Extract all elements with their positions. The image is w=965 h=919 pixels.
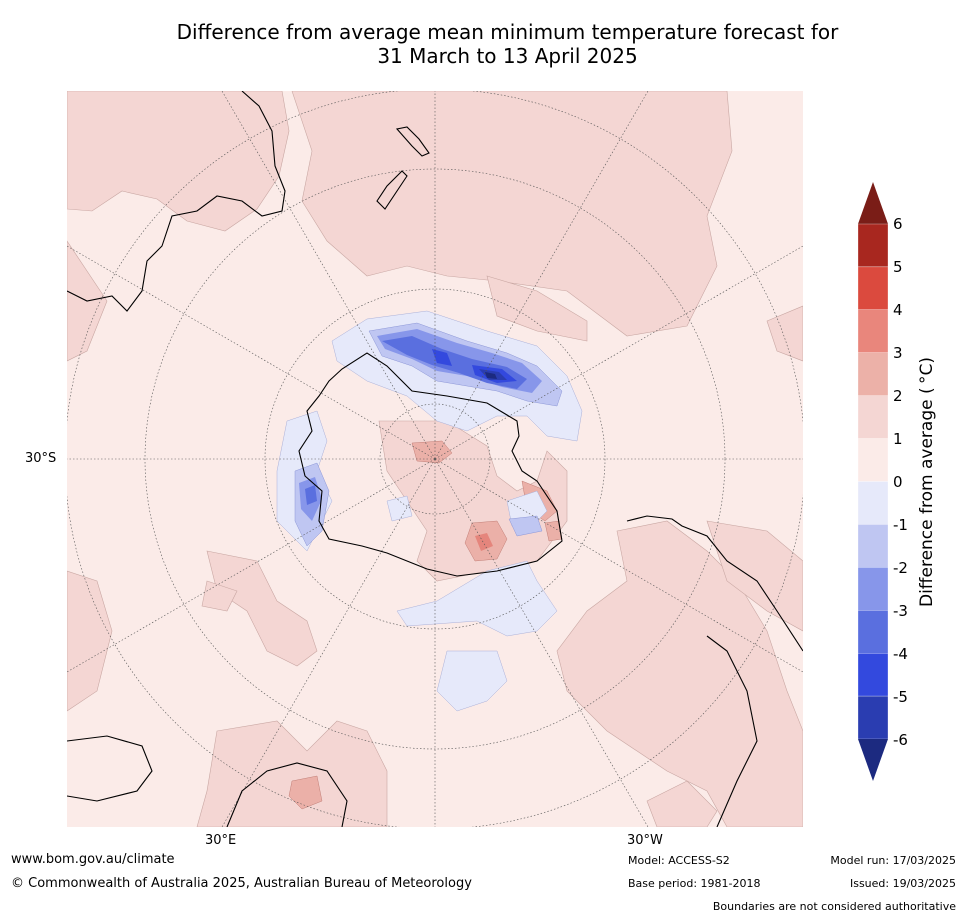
coastlines <box>67 91 803 827</box>
colorbar-tick: 4 <box>893 301 903 319</box>
warm-anomaly-1-2 <box>67 91 803 827</box>
footer-model-run: Model run: 17/03/2025 <box>830 854 956 867</box>
colorbar-tick: 1 <box>893 430 903 448</box>
cool-anomaly-below-m6 <box>485 372 497 379</box>
meridians <box>67 91 803 827</box>
footer-issued: Issued: 19/03/2025 <box>849 877 956 890</box>
footer-disclaimer: Boundaries are not considered authoritat… <box>712 900 956 913</box>
colorbar-title: Difference from average ( °C) <box>917 356 937 608</box>
colorbar-band <box>857 653 889 697</box>
title-line-2: 31 March to 13 April 2025 <box>377 44 638 68</box>
colorbar-band <box>857 223 889 268</box>
colorbar-tick: 5 <box>893 258 903 276</box>
latitude-circles <box>67 91 803 827</box>
footer-copyright: © Commonwealth of Australia 2025, Austra… <box>11 876 472 891</box>
longitude-label-30w: 30°W <box>627 833 663 848</box>
colorbar-tick: -3 <box>893 602 908 620</box>
colorbar-bands <box>857 223 889 740</box>
colorbar-band <box>857 695 889 740</box>
colorbar-tick: -6 <box>893 731 908 749</box>
footer-base-period: Base period: 1981-2018 <box>628 877 761 890</box>
colorbar-bottom-arrow <box>858 739 888 781</box>
colorbar-band <box>857 610 889 654</box>
colorbar-canvas <box>857 182 889 781</box>
colorbar-tick: -2 <box>893 559 908 577</box>
colorbar-band <box>857 438 889 482</box>
map-canvas <box>67 91 803 827</box>
title-line-1: Difference from average mean minimum tem… <box>176 20 839 44</box>
colorbar-band <box>857 266 889 310</box>
colorbar-tick: -4 <box>893 645 908 663</box>
longitude-label-30e: 30°E <box>205 833 237 848</box>
colorbar-band <box>857 395 889 439</box>
warm-anomaly-3-4 <box>475 533 493 551</box>
colorbar-tick: -1 <box>893 516 908 534</box>
colorbar-band <box>857 524 889 568</box>
colorbar-tick: 3 <box>893 344 903 362</box>
colorbar-band <box>857 481 889 525</box>
colorbar-top-arrow <box>858 182 888 224</box>
colorbar-tick: 0 <box>893 473 903 491</box>
colorbar-tick: 6 <box>893 215 903 233</box>
forecast-map: 30°S 30°E 30°W <box>25 91 803 848</box>
map-title: Difference from average mean minimum tem… <box>0 20 965 68</box>
colorbar-band <box>857 567 889 611</box>
footer-model: Model: ACCESS-S2 <box>628 854 730 867</box>
colorbar-band <box>857 352 889 396</box>
latitude-label: 30°S <box>25 451 57 466</box>
footer-url: www.bom.gov.au/climate <box>11 852 175 867</box>
colorbar-tick: 2 <box>893 387 903 405</box>
colorbar-band <box>857 309 889 353</box>
colorbar-tick: -5 <box>893 688 908 706</box>
colorbar <box>857 182 889 782</box>
